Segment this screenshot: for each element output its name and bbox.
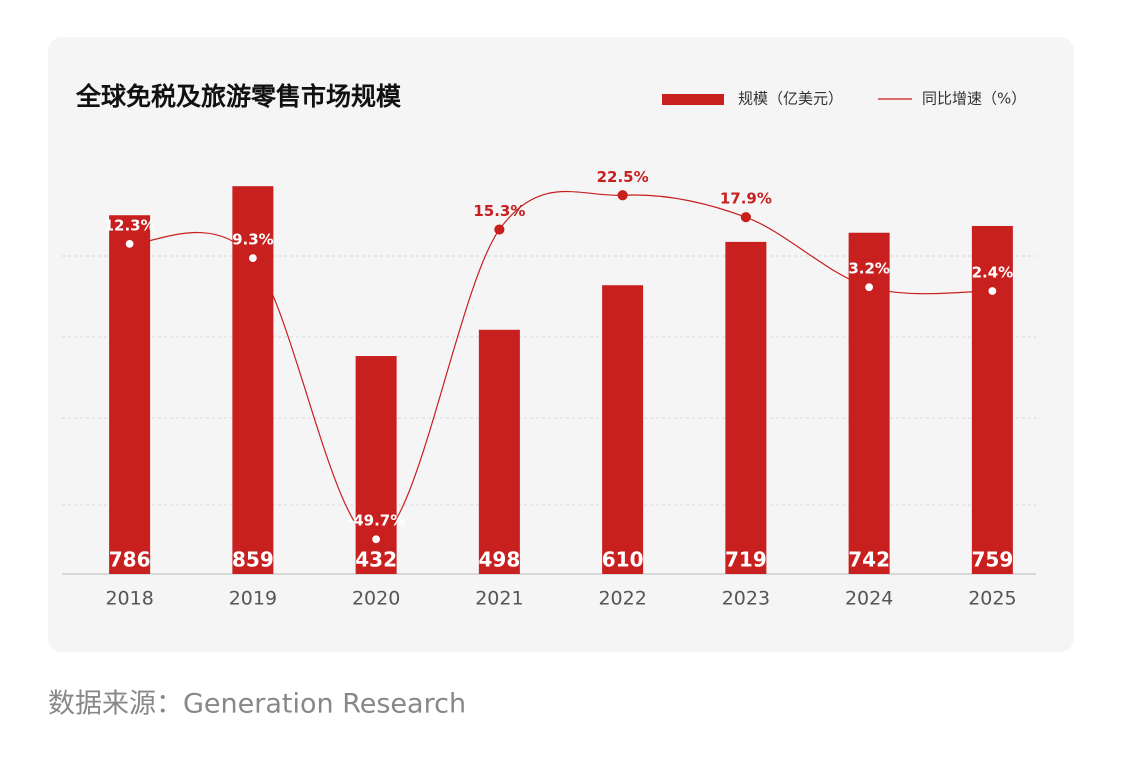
x-tick-label: 2018 xyxy=(105,588,153,610)
bar xyxy=(971,225,1013,575)
growth-label: 15.3% xyxy=(473,202,525,220)
bar xyxy=(109,215,151,574)
bar-value-label: 742 xyxy=(848,548,890,572)
bar-value-label: 786 xyxy=(109,548,151,572)
bar xyxy=(725,241,767,574)
x-tick-label: 2019 xyxy=(229,588,277,610)
growth-label: 17.9% xyxy=(720,190,772,208)
card xyxy=(48,37,1074,652)
growth-point xyxy=(864,282,875,293)
growth-label: 2.4% xyxy=(972,264,1014,282)
x-tick-label: 2025 xyxy=(968,588,1016,610)
growth-label: -49.7% xyxy=(347,512,405,530)
growth-label: 22.5% xyxy=(597,168,649,186)
legend-label: 同比增速（%） xyxy=(922,90,1026,108)
x-tick-label: 2021 xyxy=(475,588,523,610)
bar-value-label: 759 xyxy=(972,548,1014,572)
growth-point xyxy=(617,190,628,201)
bar xyxy=(232,186,274,574)
bar-value-label: 498 xyxy=(479,548,521,572)
bar-value-label: 719 xyxy=(725,548,767,572)
bar-value-label: 432 xyxy=(355,548,397,572)
growth-label: 3.2% xyxy=(848,260,890,278)
source: 数据来源：Generation Research xyxy=(48,689,466,720)
growth-point xyxy=(371,534,382,545)
bar xyxy=(602,285,644,574)
growth-label: 9.3% xyxy=(232,231,274,249)
bar-value-label: 610 xyxy=(602,548,644,572)
x-tick-label: 2020 xyxy=(352,588,400,610)
growth-point xyxy=(124,238,135,249)
growth-point xyxy=(987,285,998,297)
chart-title: 全球免税及旅游零售市场规模 xyxy=(75,82,402,111)
growth-point xyxy=(494,224,505,235)
growth-label: 12.3% xyxy=(104,216,156,234)
x-tick-label: 2024 xyxy=(845,588,893,610)
growth-point xyxy=(247,253,258,264)
x-tick-label: 2022 xyxy=(598,588,646,610)
bar-value-label: 859 xyxy=(232,548,274,572)
growth-point xyxy=(740,212,751,223)
bar xyxy=(478,329,520,574)
legend-label: 规模（亿美元） xyxy=(738,90,843,108)
legend-swatch xyxy=(662,94,724,105)
x-tick-label: 2023 xyxy=(722,588,770,610)
